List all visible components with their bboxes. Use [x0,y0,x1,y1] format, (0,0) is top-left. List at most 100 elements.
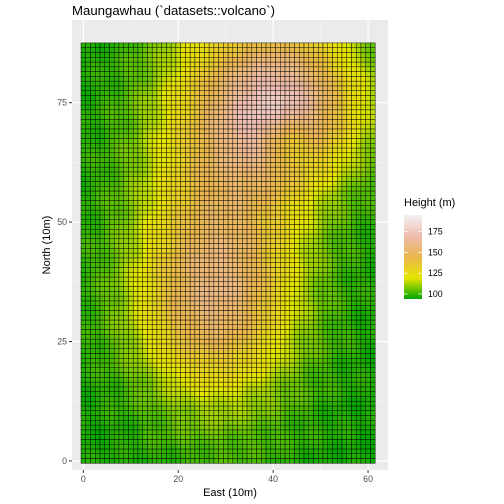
heatmap-cell [204,157,210,163]
heatmap-cell [151,80,158,87]
heatmap-cell [232,348,238,354]
heatmap-cell [341,372,347,378]
heatmap-cell [261,314,267,321]
heatmap-cell [332,410,338,416]
heatmap-cell [104,186,110,192]
heatmap-cell [346,386,352,392]
heatmap-cell [322,66,328,72]
heatmap-cell [246,319,253,326]
heatmap-cell [194,176,200,182]
heatmap-cell [156,61,162,68]
heatmap-cell [132,391,139,397]
heatmap-cell [189,377,196,383]
heatmap-cell [208,415,215,421]
heatmap-cell [208,233,215,240]
heatmap-cell [208,310,215,316]
heatmap-cell [151,109,158,115]
heatmap-cell [308,300,314,306]
heatmap-cell [151,181,158,187]
heatmap-cell [251,439,257,445]
heatmap-cell [275,119,281,125]
heatmap-cell [118,319,124,326]
heatmap-cell [114,429,120,435]
heatmap-cell [142,300,148,306]
heatmap-cell [232,434,238,440]
heatmap-cell [265,157,272,163]
heatmap-cell [151,214,158,220]
heatmap-cell [280,214,286,220]
heatmap-cell [341,281,347,287]
heatmap-cell [242,166,248,173]
heatmap-cell [227,396,234,402]
heatmap-cell [147,343,153,349]
heatmap-cell [166,190,172,197]
heatmap-cell [137,324,143,330]
heatmap-cell [90,143,96,149]
heatmap-cell [166,386,172,392]
heatmap-cell [85,329,91,335]
heatmap-cell [313,295,319,302]
heatmap-cell [175,181,181,187]
heatmap-cell [99,90,105,96]
heatmap-cell [299,267,305,273]
heatmap-cell [303,205,309,211]
heatmap-cell [213,334,219,340]
heatmap-cell [137,443,143,450]
heatmap-cell [322,439,328,445]
heatmap-cell [180,186,186,192]
heatmap-cell [85,214,91,220]
heatmap-cell [208,114,215,120]
heatmap-cell [185,353,191,359]
heatmap-cell [175,71,181,77]
heatmap-cell [90,310,96,316]
heatmap-cell [256,128,262,134]
heatmap-cell [327,353,333,359]
heatmap-cell [251,162,257,168]
heatmap-cell [318,209,324,216]
heatmap-cell [95,310,101,316]
heatmap-cell [85,434,91,440]
heatmap-cell [123,209,129,216]
heatmap-cell [223,252,229,259]
heatmap-cell [270,324,276,330]
heatmap-cell [332,272,338,278]
heatmap-cell [185,348,191,354]
heatmap-cell [265,386,272,392]
heatmap-cell [313,229,319,235]
heatmap-cell [170,47,177,53]
heatmap-cell [322,47,328,53]
heatmap-cell [80,76,86,82]
heatmap-cell [104,291,110,297]
heatmap-cell [166,257,172,263]
heatmap-cell [194,224,200,230]
heatmap-cell [294,104,300,111]
heatmap-cell [208,61,215,68]
heatmap-cell [270,343,276,349]
heatmap-cell [341,443,347,450]
heatmap-cell [289,238,295,244]
heatmap-cell [341,448,347,454]
heatmap-cell [80,381,86,388]
heatmap-cell [114,439,120,445]
heatmap-cell [256,181,262,187]
heatmap-cell [280,405,286,411]
heatmap-cell [147,319,153,326]
heatmap-cell [142,181,148,187]
heatmap-cell [95,248,101,254]
heatmap-cell [332,66,338,72]
heatmap-cell [308,334,314,340]
heatmap-cell [242,238,248,244]
heatmap-cell [299,152,305,158]
heatmap-cell [80,276,86,283]
heatmap-cell [151,458,158,464]
heatmap-cell [90,386,96,392]
heatmap-cell [151,291,158,297]
heatmap-cell [332,362,338,368]
heatmap-cell [280,61,286,68]
heatmap-cell [275,233,281,240]
heatmap-cell [194,109,200,115]
heatmap-cell [256,267,262,273]
heatmap-cell [109,42,115,48]
heatmap-cell [289,443,295,450]
heatmap-cell [128,190,134,197]
